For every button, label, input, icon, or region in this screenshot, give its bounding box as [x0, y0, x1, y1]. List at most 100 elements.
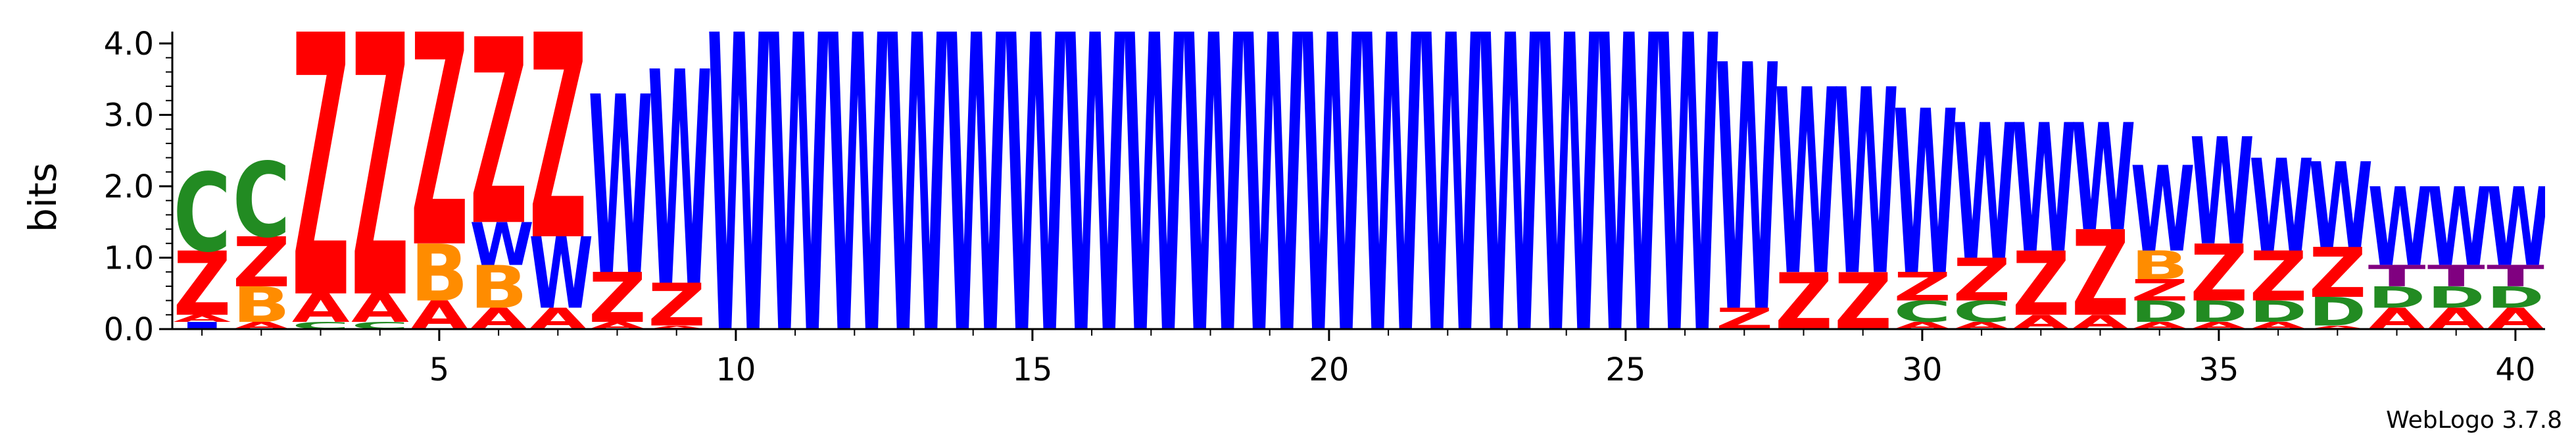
logo-letter-w: W — [1834, 36, 1898, 333]
logo-letter-w: W — [2072, 93, 2135, 265]
y-axis-label: bits — [20, 163, 65, 232]
logo-letter-c: C — [1953, 295, 2010, 329]
x-tick-label: 25 — [1605, 351, 1645, 388]
logo-letter-w: W — [529, 217, 593, 331]
logo-letter-w: W — [2309, 138, 2373, 275]
logo-letter-w: W — [1419, 0, 1483, 430]
y-axis-ticks: 0.0 1.0 2.0 3.0 4.0 — [104, 26, 172, 348]
logo-letter-z: Z — [1716, 302, 1774, 336]
logo-letter-a: A — [648, 324, 706, 330]
logo-letter-w: W — [1893, 63, 1957, 325]
logo-letter-w: W — [1123, 0, 1186, 430]
logo-letter-w: W — [944, 0, 1008, 430]
logo-letter-a: A — [589, 320, 646, 331]
logo-letter-z: Z — [2190, 228, 2248, 320]
logo-letter-w: W — [2487, 166, 2550, 291]
logo-letter-a: A — [2190, 320, 2248, 331]
logo-letter-w: W — [2012, 88, 2076, 294]
logo-letter-a: A — [173, 313, 231, 324]
logo-letter-c: C — [292, 320, 350, 331]
logo-letter-z: Z — [2012, 234, 2070, 336]
logo-letter-c: C — [233, 141, 291, 261]
logo-letter-c: C — [1893, 295, 1951, 329]
logo-letter-z: Z — [2072, 206, 2129, 343]
y-tick-label: 0.0 — [104, 311, 154, 348]
logo-letter-w: W — [2131, 142, 2195, 279]
logo-letter-z: Z — [589, 259, 646, 339]
logo-letter-w: W — [766, 0, 830, 430]
logo-letter-w: W — [826, 0, 890, 430]
logo-letter-a: A — [2309, 324, 2367, 330]
logo-letter-w: W — [589, 45, 652, 330]
logo-letter-w: W — [1182, 0, 1246, 430]
logo-letter-a: A — [2249, 320, 2307, 331]
logo-letter-i: I — [173, 320, 231, 331]
logo-letter-b: B — [233, 276, 291, 334]
x-tick-label: 40 — [2495, 351, 2535, 388]
y-axis: 0.0 1.0 2.0 3.0 4.0 bits — [20, 26, 174, 348]
logo-letter-z: Z — [2249, 237, 2307, 317]
logo-letter-z: Z — [1775, 257, 1833, 348]
logo-letter-a: A — [410, 294, 468, 339]
logo-letter-a: A — [351, 286, 409, 332]
logo-letter-a: A — [2072, 311, 2129, 334]
logo-letter-z: Z — [529, 0, 587, 303]
logo-letter-a: A — [2487, 302, 2544, 336]
logo-letter-z: Z — [292, 0, 350, 382]
logo-letter-w: W — [707, 0, 771, 430]
x-tick-label: 5 — [429, 351, 450, 388]
logo-letter-z: Z — [1834, 257, 1892, 348]
logo-letter-w: W — [648, 10, 712, 352]
logo-letter-w: W — [1538, 0, 1601, 430]
logo-letter-w: W — [1775, 36, 1839, 333]
logo-letter-w: W — [2427, 166, 2491, 291]
x-tick-label: 30 — [1902, 351, 1942, 388]
logo-letter-w: W — [1953, 86, 2016, 302]
logo-letter-d: D — [2190, 295, 2247, 329]
logo-letter-z: Z — [2131, 273, 2189, 307]
logo-letter-w: W — [2368, 166, 2432, 291]
logo-letter-z: Z — [648, 272, 706, 340]
logo-letter-c: C — [351, 320, 409, 331]
weblogo-credit: WebLogo 3.7.8 — [2386, 407, 2562, 434]
logo-letter-a: A — [2012, 311, 2070, 334]
logo-letter-w: W — [885, 0, 949, 430]
logo-letter-a: A — [529, 302, 587, 336]
logo-letter-w: W — [2190, 107, 2254, 278]
logo-letter-a: A — [292, 286, 350, 332]
logo-letter-w: W — [1597, 0, 1661, 430]
logo-letter-z: Z — [173, 234, 231, 336]
logo-letter-w: W — [2249, 133, 2313, 281]
logo-letter-w: W — [1063, 0, 1127, 430]
logo-letter-a: A — [233, 320, 291, 331]
x-tick-label: 15 — [1012, 351, 1052, 388]
logo-letter-a: A — [2427, 302, 2485, 336]
logo-letter-w: W — [1004, 0, 1067, 430]
logo-letter-d: D — [2368, 281, 2425, 315]
x-tick-label: 10 — [716, 351, 756, 388]
logo-letter-a: A — [2368, 302, 2426, 336]
logo-letter-b: B — [410, 228, 468, 319]
x-axis-ticks: 5 10 15 20 25 30 35 40 — [201, 329, 2535, 388]
logo-letter-a: A — [1893, 320, 1951, 331]
x-tick-label: 35 — [2199, 351, 2239, 388]
y-tick-label: 3.0 — [104, 97, 154, 134]
logo-letter-z: Z — [470, 0, 527, 282]
logo-letter-c: C — [173, 151, 231, 276]
logo-letter-d: D — [2309, 290, 2367, 335]
logo-letter-w: W — [1300, 0, 1364, 430]
logo-letter-a: A — [470, 302, 527, 336]
logo-letter-t: T — [2368, 259, 2426, 294]
logo-letter-z: Z — [351, 0, 409, 382]
logo-letter-z: Z — [1953, 247, 2010, 315]
logo-letter-d: D — [2487, 281, 2544, 315]
logo-letter-w: W — [1359, 0, 1423, 430]
logo-letter-t: T — [2427, 259, 2485, 294]
logo-letter-t: T — [2487, 259, 2544, 294]
logo-letter-z: Z — [410, 0, 468, 317]
y-tick-label: 1.0 — [104, 240, 154, 277]
logo-letter-w: W — [1478, 0, 1542, 430]
logo-letter-d: D — [2427, 281, 2485, 315]
